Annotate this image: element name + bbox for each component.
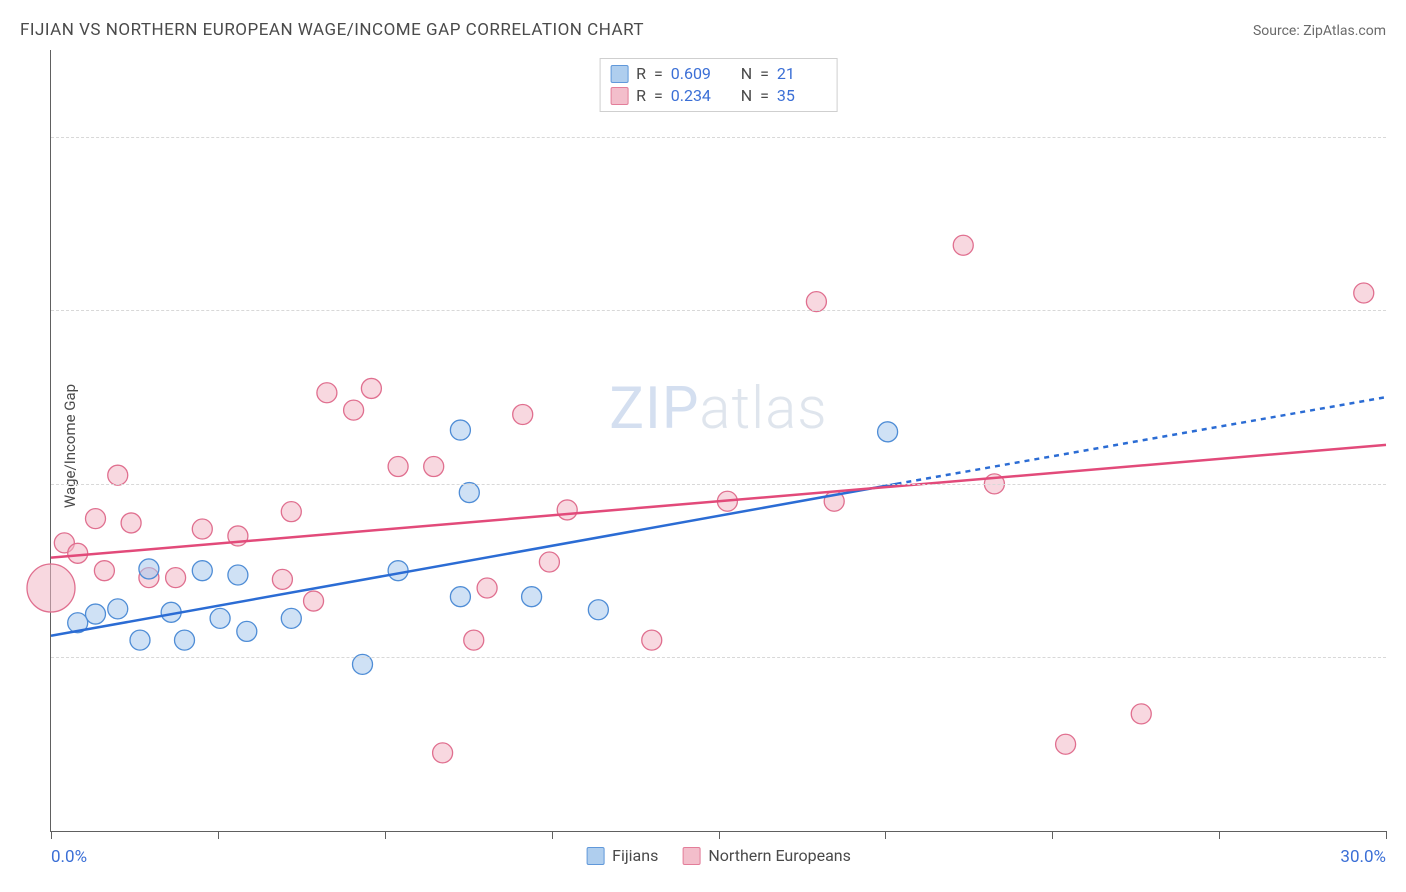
x-tick bbox=[552, 831, 553, 839]
scatter-point-fijians bbox=[388, 561, 408, 581]
plot-area: ZIPatlas R = 0.609 N = 21 R = 0.234 N bbox=[50, 50, 1386, 832]
scatter-point-fijians bbox=[450, 587, 470, 607]
legend-swatch-1 bbox=[610, 87, 628, 105]
x-tick bbox=[885, 831, 886, 839]
legend-swatch-0 bbox=[610, 65, 628, 83]
scatter-point-northern_europeans bbox=[464, 630, 484, 650]
series-swatch-1 bbox=[682, 847, 700, 865]
series-legend-item-0: Fijians bbox=[586, 846, 658, 865]
scatter-point-northern_europeans bbox=[1354, 283, 1374, 303]
scatter-point-northern_europeans bbox=[86, 509, 106, 529]
chart-container: FIJIAN VS NORTHERN EUROPEAN WAGE/INCOME … bbox=[0, 0, 1406, 892]
series-label-0: Fijians bbox=[612, 846, 658, 865]
scatter-point-northern_europeans bbox=[361, 378, 381, 398]
source-text: Source: ZipAtlas.com bbox=[1253, 23, 1386, 39]
series-swatch-0 bbox=[586, 847, 604, 865]
correlation-legend-row-0: R = 0.609 N = 21 bbox=[610, 63, 827, 85]
scatter-point-northern_europeans bbox=[317, 383, 337, 403]
legend-N-label: N bbox=[741, 63, 752, 85]
scatter-point-northern_europeans bbox=[424, 457, 444, 477]
legend-R-label: R bbox=[636, 63, 646, 85]
x-tick bbox=[1219, 831, 1220, 839]
scatter-point-northern_europeans bbox=[1131, 704, 1151, 724]
scatter-point-northern_europeans bbox=[272, 569, 292, 589]
scatter-point-northern_europeans bbox=[477, 578, 497, 598]
gridline bbox=[51, 137, 1386, 138]
legend-R-label: R bbox=[636, 85, 646, 107]
scatter-point-northern_europeans bbox=[192, 519, 212, 539]
scatter-point-fijians bbox=[588, 600, 608, 620]
scatter-point-fijians bbox=[139, 559, 159, 579]
legend-R-value-1: 0.234 bbox=[671, 85, 721, 107]
x-tick bbox=[218, 831, 219, 839]
legend-N-label: N bbox=[741, 85, 752, 107]
scatter-point-fijians bbox=[175, 630, 195, 650]
x-tick bbox=[51, 831, 52, 839]
scatter-point-fijians bbox=[281, 608, 301, 628]
trendline-extrapolated-fijians bbox=[897, 397, 1387, 484]
scatter-point-fijians bbox=[228, 565, 248, 585]
scatter-point-northern_europeans bbox=[806, 292, 826, 312]
gridline bbox=[51, 657, 1386, 658]
plot-svg bbox=[51, 50, 1386, 831]
gridline bbox=[51, 484, 1386, 485]
x-tick-label: 30.0% bbox=[1340, 847, 1386, 867]
scatter-point-northern_europeans bbox=[953, 235, 973, 255]
legend-eq: = bbox=[654, 63, 663, 85]
scatter-point-northern_europeans bbox=[388, 457, 408, 477]
chart-title: FIJIAN VS NORTHERN EUROPEAN WAGE/INCOME … bbox=[20, 20, 644, 40]
scatter-point-northern_europeans bbox=[94, 561, 114, 581]
scatter-point-fijians bbox=[210, 608, 230, 628]
legend-N-value-1: 35 bbox=[777, 85, 827, 107]
scatter-point-northern_europeans bbox=[539, 552, 559, 572]
correlation-legend: R = 0.609 N = 21 R = 0.234 N = 35 bbox=[599, 58, 838, 112]
scatter-point-fijians bbox=[459, 483, 479, 503]
x-tick-label: 0.0% bbox=[51, 847, 87, 867]
series-legend: Fijians Northern Europeans bbox=[586, 846, 851, 865]
correlation-legend-row-1: R = 0.234 N = 35 bbox=[610, 85, 827, 107]
scatter-point-northern_europeans bbox=[166, 568, 186, 588]
series-legend-item-1: Northern Europeans bbox=[682, 846, 851, 865]
scatter-point-fijians bbox=[108, 599, 128, 619]
scatter-point-northern_europeans bbox=[344, 400, 364, 420]
scatter-point-fijians bbox=[237, 621, 257, 641]
scatter-point-northern_europeans bbox=[642, 630, 662, 650]
scatter-point-northern_europeans bbox=[108, 465, 128, 485]
scatter-point-northern_europeans bbox=[557, 500, 577, 520]
scatter-point-fijians bbox=[878, 422, 898, 442]
x-tick bbox=[1052, 831, 1053, 839]
scatter-point-northern_europeans bbox=[68, 543, 88, 563]
series-label-1: Northern Europeans bbox=[708, 846, 851, 865]
scatter-point-fijians bbox=[450, 420, 470, 440]
x-tick bbox=[385, 831, 386, 839]
trendline-fijians bbox=[51, 484, 897, 636]
scatter-point-fijians bbox=[86, 604, 106, 624]
gridline bbox=[51, 310, 1386, 311]
legend-eq: = bbox=[760, 63, 769, 85]
scatter-point-fijians bbox=[192, 561, 212, 581]
legend-eq: = bbox=[654, 85, 663, 107]
title-bar: FIJIAN VS NORTHERN EUROPEAN WAGE/INCOME … bbox=[20, 20, 1386, 40]
scatter-point-northern_europeans bbox=[304, 591, 324, 611]
scatter-point-northern_europeans bbox=[513, 404, 533, 424]
legend-eq: = bbox=[760, 85, 769, 107]
scatter-point-northern_europeans bbox=[433, 743, 453, 763]
scatter-point-northern_europeans bbox=[27, 564, 75, 612]
x-tick bbox=[719, 831, 720, 839]
trendline-northern_europeans bbox=[51, 445, 1386, 558]
legend-R-value-0: 0.609 bbox=[671, 63, 721, 85]
x-tick bbox=[1386, 831, 1387, 839]
scatter-point-northern_europeans bbox=[121, 513, 141, 533]
scatter-point-fijians bbox=[522, 587, 542, 607]
scatter-point-fijians bbox=[130, 630, 150, 650]
scatter-point-northern_europeans bbox=[1056, 734, 1076, 754]
scatter-point-northern_europeans bbox=[281, 502, 301, 522]
legend-N-value-0: 21 bbox=[777, 63, 827, 85]
